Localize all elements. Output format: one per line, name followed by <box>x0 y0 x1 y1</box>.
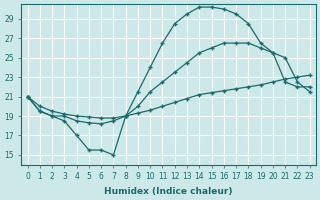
X-axis label: Humidex (Indice chaleur): Humidex (Indice chaleur) <box>104 187 233 196</box>
